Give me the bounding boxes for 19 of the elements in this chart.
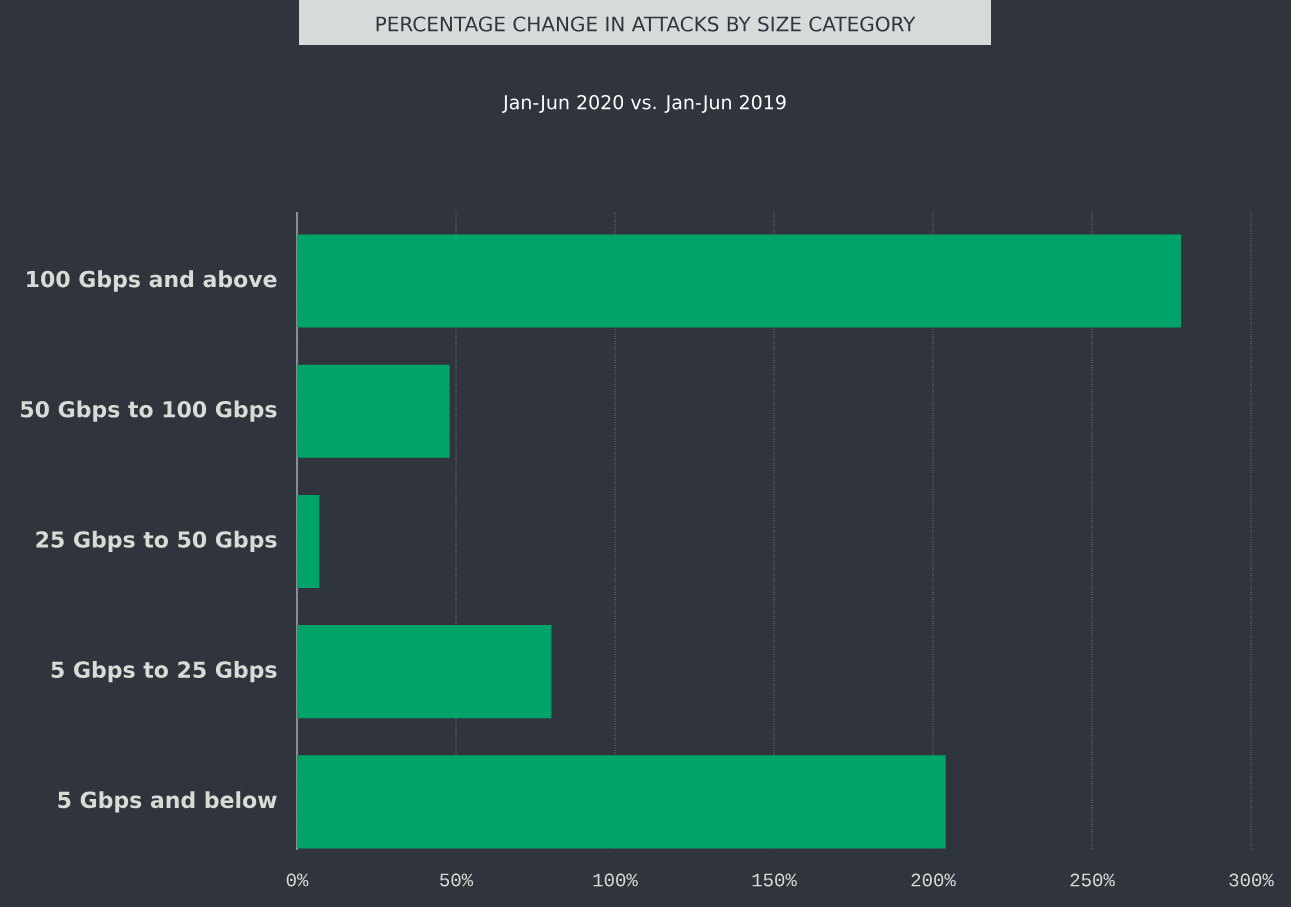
chart-subtitle: Jan-Jun 2020 vs. Jan-Jun 2019	[502, 95, 786, 113]
y-tick-label: 5 Gbps and below	[58, 791, 277, 813]
x-tick-label: 150%	[752, 873, 797, 887]
x-tick-label: 100%	[593, 873, 638, 887]
y-tick-label: 25 Gbps to 50 Gbps	[36, 530, 277, 553]
bar	[297, 755, 946, 849]
bar	[297, 625, 552, 719]
y-tick-label: 50 Gbps to 100 Gbps	[21, 400, 277, 422]
x-tick-label: 250%	[1070, 873, 1115, 887]
y-tick-label: 5 Gbps to 25 Gbps	[51, 660, 277, 683]
x-tick-label: 0%	[286, 873, 309, 887]
bar	[297, 494, 320, 588]
x-tick-label: 200%	[911, 873, 956, 887]
y-tick-label: 100 Gbps and above	[27, 270, 277, 292]
bar	[297, 234, 1182, 328]
x-tick-label: 300%	[1229, 873, 1274, 887]
x-tick-label: 50%	[440, 873, 474, 887]
bar	[297, 364, 450, 458]
chart-title: PERCENTAGE CHANGE IN ATTACKS BY SIZE CATEGORY	[376, 16, 916, 32]
